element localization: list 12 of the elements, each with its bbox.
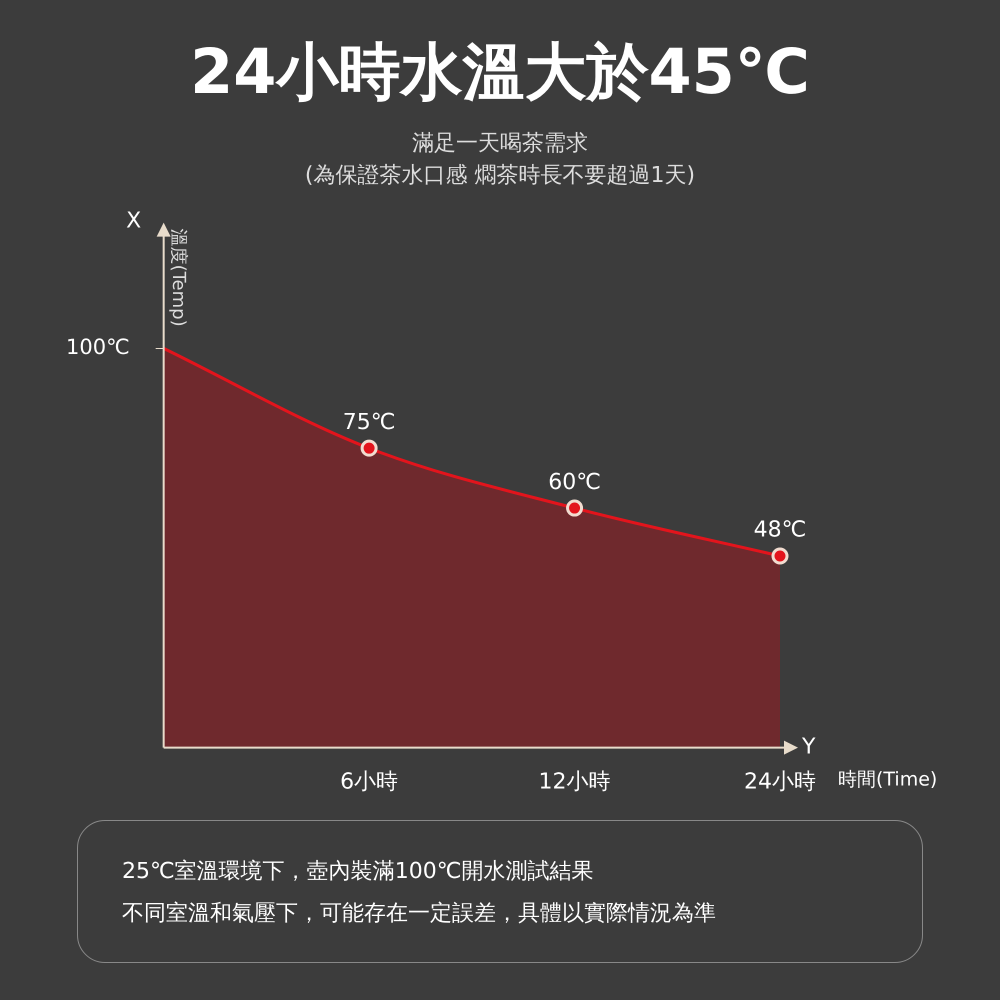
y-axis-title: 溫度(Temp) <box>168 228 189 327</box>
x-tick-label: 24小時 <box>744 770 816 795</box>
text: Y <box>801 734 816 760</box>
chart-title: 24小時水溫大於45℃ <box>189 34 811 110</box>
y-tick-label: 100℃ <box>66 334 130 359</box>
x-tick-label: 6小時 <box>340 770 398 795</box>
text: 25℃室溫環境下，壺內裝滿100℃開水測試結果 <box>122 858 594 886</box>
text: 不同室溫和氣壓下，可能存在一定誤差，具體以實際情況為準 <box>122 900 717 928</box>
x-axis-title: 時間(Time) <box>838 768 938 791</box>
text: X <box>126 208 142 234</box>
x-tick-label: 12小時 <box>538 770 611 795</box>
chart-subtitle: 滿足一天喝茶需求 (為保證茶水口感 燜茶時長不要超過1天) <box>304 130 696 190</box>
